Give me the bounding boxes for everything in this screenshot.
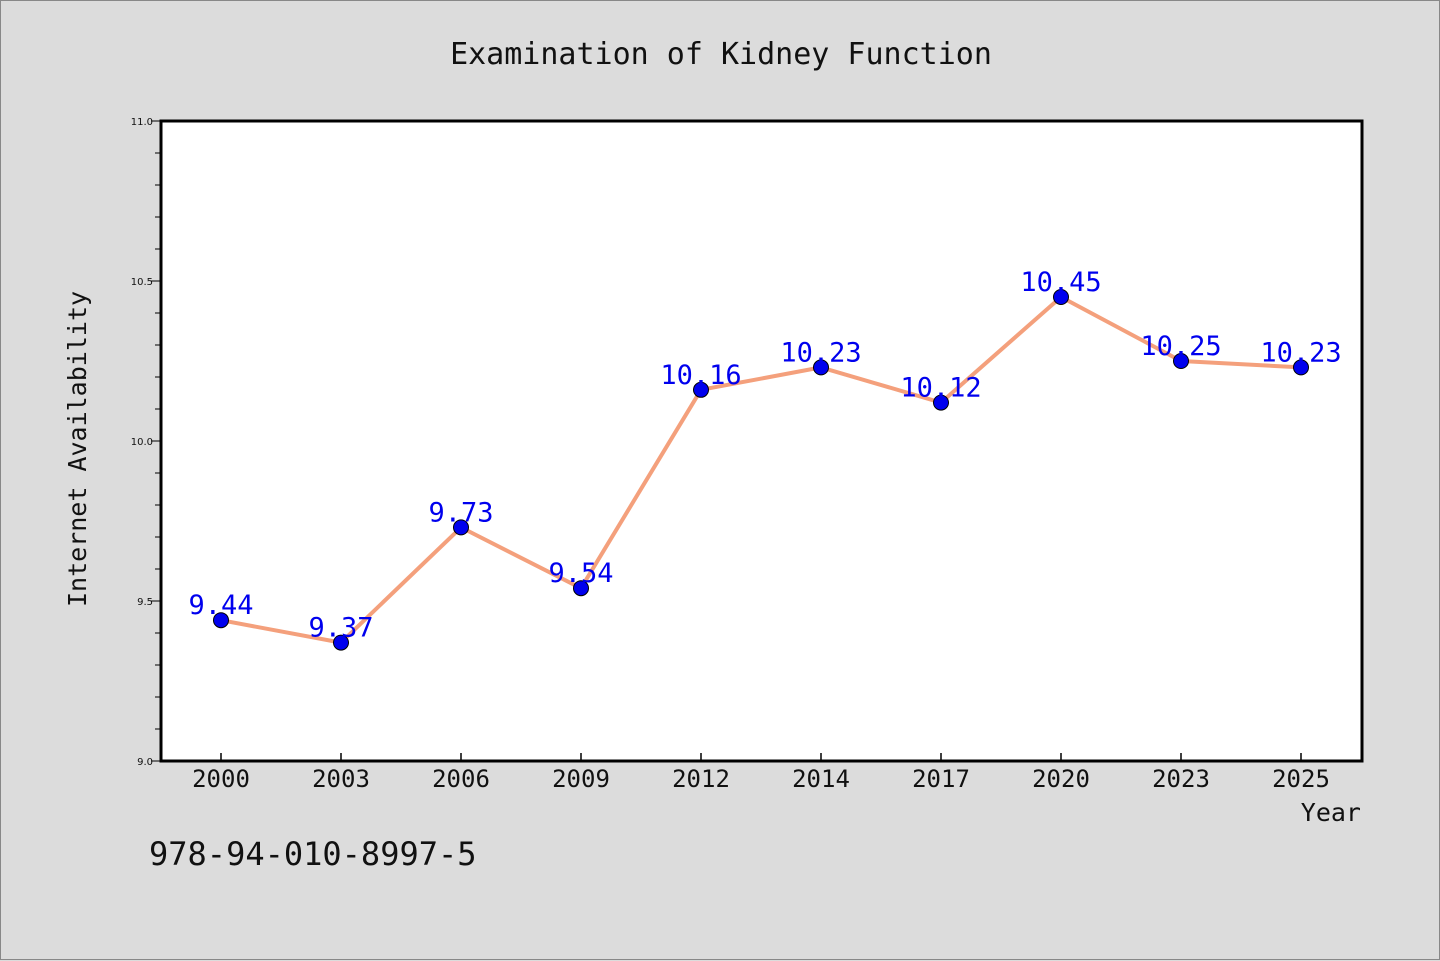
x-tick-label: 2000 [192, 765, 250, 793]
x-tick-label: 2020 [1032, 765, 1090, 793]
data-labels: 9.44 9.37 9.73 9.54 10.16 10.23 10.12 10.45 10.2… [188, 267, 1341, 644]
data-point [453, 519, 469, 536]
data-point [1293, 359, 1309, 376]
data-point [213, 612, 229, 629]
data-label: 10.16 [660, 360, 741, 391]
series-layer [213, 289, 1309, 651]
x-tick-label: 2006 [432, 765, 490, 793]
x-tick-label: 2014 [792, 765, 850, 793]
y-tick-label: 10.0 [131, 437, 153, 448]
x-tick-label: 2009 [552, 765, 610, 793]
y-tick-label: 10.5 [131, 277, 153, 288]
data-point [573, 580, 589, 597]
y-axis-label: Internet Availability [63, 291, 92, 607]
data-label: 10.45 [1020, 267, 1101, 298]
x-axis: 2000 2003 2006 2009 2012 2014 2017 2020 2023 2025 [192, 753, 1330, 793]
x-tick-label: 2025 [1272, 765, 1330, 793]
data-point [813, 359, 829, 376]
data-point [1173, 353, 1189, 369]
x-tick-label: 2003 [312, 765, 370, 793]
data-label: 9.44 [188, 590, 253, 621]
x-tick-label: 2023 [1152, 765, 1210, 793]
series-line [220, 295, 1302, 645]
x-tick-label: 2012 [672, 765, 730, 793]
isbn-annotation: 978-94-010-8997-5 [149, 835, 477, 873]
x-tick-label: 2017 [912, 765, 970, 793]
plot-area [159, 119, 1364, 763]
data-label: 9.54 [548, 558, 613, 589]
y-tick-label: 11.0 [131, 117, 153, 128]
data-point [693, 381, 709, 398]
data-label: 10.12 [900, 373, 981, 404]
data-label: 10.23 [780, 337, 861, 368]
data-point [333, 634, 349, 651]
data-label: 10.25 [1140, 331, 1221, 362]
data-label: 9.37 [308, 613, 373, 644]
y-tick-label: 9.0 [137, 757, 153, 768]
data-point [933, 394, 949, 411]
chart-title: Examination of Kidney Function [450, 37, 992, 72]
data-label: 10.23 [1260, 337, 1341, 368]
x-axis-label: Year [1301, 798, 1361, 827]
data-point [1053, 289, 1069, 305]
y-tick-label: 9.5 [137, 597, 153, 608]
data-label: 9.73 [428, 497, 493, 528]
y-axis: 9.0 9.5 10.0 10.5 11.0 [131, 117, 161, 768]
